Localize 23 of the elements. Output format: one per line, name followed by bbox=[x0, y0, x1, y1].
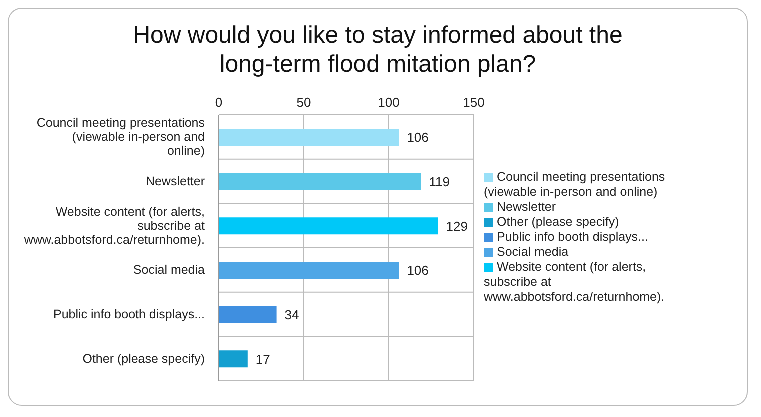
data-label: 129 bbox=[446, 218, 468, 234]
x-tick-label: 0 bbox=[215, 95, 223, 110]
y-tick-label: Social media bbox=[133, 263, 206, 278]
data-label: 34 bbox=[284, 307, 300, 322]
x-tick-label: 100 bbox=[378, 95, 400, 110]
x-tick-label: 50 bbox=[296, 95, 312, 110]
legend-label: Other (please specify) bbox=[497, 214, 620, 228]
data-label: 106 bbox=[407, 263, 429, 278]
y-tick-label: Newsletter bbox=[146, 174, 205, 188]
legend-label: Council meeting presentations (viewable in-person and online) bbox=[484, 170, 666, 198]
y-tick-label: Other (please specify) bbox=[82, 352, 205, 366]
x-tick-label: 150 bbox=[463, 95, 485, 110]
y-tick-label: Public info booth displays... bbox=[54, 308, 205, 322]
legend-label: Website content (for alerts, subscribe at www.abbotsford.ca/returnhome). bbox=[484, 260, 665, 304]
legend-label: Public info booth displays... bbox=[497, 230, 648, 244]
legend-label: Newsletter bbox=[497, 200, 556, 214]
data-label: 119 bbox=[429, 174, 450, 190]
data-label: 17 bbox=[256, 352, 270, 367]
y-tick-label: Website content (for alerts, subscribe at www.abbotsford.ca/returnhome). bbox=[23, 204, 206, 247]
chart-title: How would you like to stay informed about the long-term flood mitation plan? bbox=[132, 21, 624, 80]
data-label: 106 bbox=[407, 130, 429, 146]
y-tick-label: Council meeting presentations (viewable in-person and online) bbox=[36, 116, 206, 158]
legend-label: Social media bbox=[497, 244, 569, 258]
